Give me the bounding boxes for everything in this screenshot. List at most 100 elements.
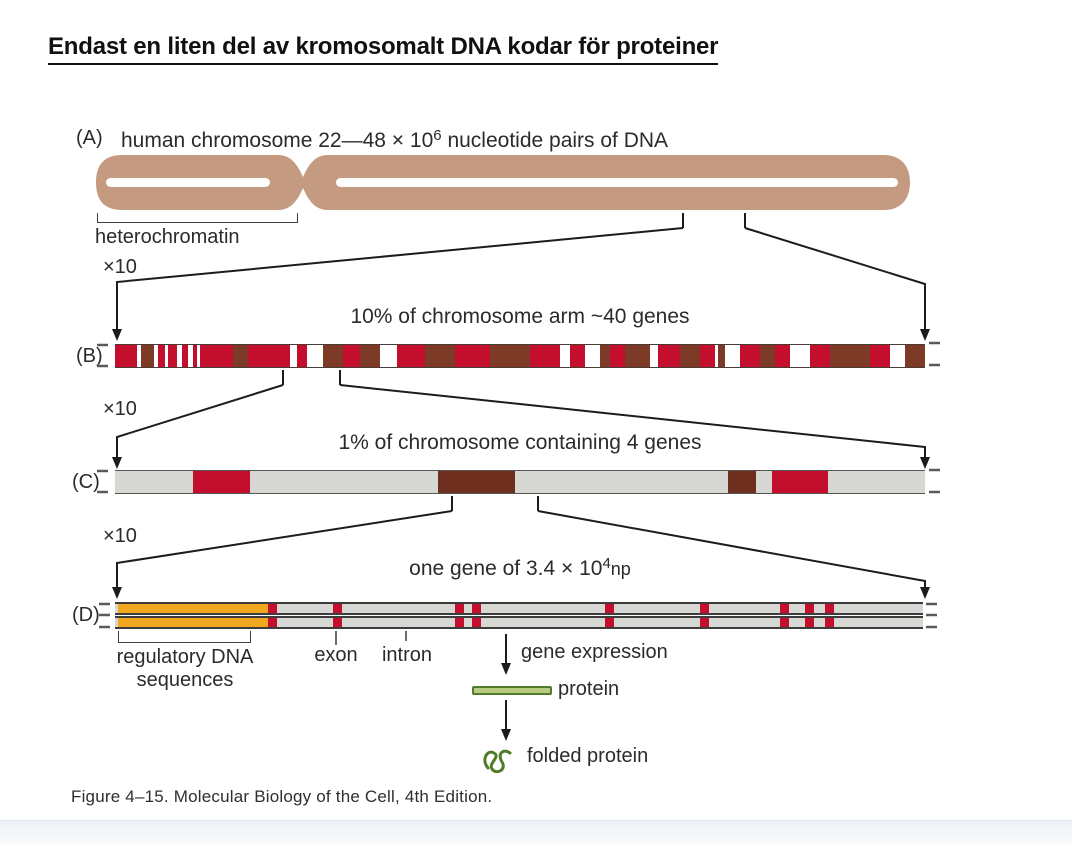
panel-b-label: (B) bbox=[76, 345, 103, 367]
band-segment bbox=[515, 471, 728, 493]
band-segment bbox=[455, 345, 490, 367]
band-segment bbox=[290, 345, 297, 367]
band-segment bbox=[570, 345, 585, 367]
panel-d-label: (D) bbox=[72, 604, 100, 626]
band-segment bbox=[233, 345, 248, 367]
regulatory-label-line2: sequences bbox=[136, 669, 234, 691]
band-segment bbox=[760, 345, 775, 367]
panel-c-title: 1% of chromosome containing 4 genes bbox=[338, 431, 702, 454]
exon-band bbox=[825, 604, 834, 613]
band-segment bbox=[905, 345, 925, 367]
band-segment bbox=[650, 345, 658, 367]
band-segment bbox=[600, 345, 610, 367]
exon-label: exon bbox=[314, 644, 358, 666]
band-segment bbox=[718, 345, 725, 367]
intron-label: intron bbox=[381, 644, 433, 666]
band-segment bbox=[168, 345, 177, 367]
band-segment bbox=[200, 345, 233, 367]
band-segment bbox=[890, 345, 905, 367]
band-segment bbox=[141, 345, 154, 367]
panel-a-label: (A) bbox=[76, 127, 103, 149]
band-segment bbox=[397, 345, 425, 367]
band-segment bbox=[343, 345, 360, 367]
panel-a-title: human chromosome 22—48 × 106 nucleotide … bbox=[121, 127, 668, 153]
band-segment bbox=[115, 471, 193, 493]
exon-band bbox=[268, 604, 277, 613]
band-segment bbox=[610, 345, 625, 367]
band-segment bbox=[728, 471, 756, 493]
gene-expression-label: gene expression bbox=[521, 641, 668, 663]
panel-a-title-exponent: 6 bbox=[433, 127, 442, 144]
exon-band bbox=[472, 618, 481, 627]
band-segment bbox=[380, 345, 397, 367]
arrow-down-icon bbox=[501, 663, 511, 741]
chromosome-arm-band-bar bbox=[115, 344, 925, 368]
band-segment bbox=[625, 345, 650, 367]
band-segment bbox=[870, 345, 890, 367]
band-segment bbox=[490, 345, 530, 367]
panel-a-title-pre: human chromosome 22—48 × 10 bbox=[121, 129, 434, 152]
folded-protein-icon bbox=[483, 749, 512, 774]
regulatory-label: regulatory DNA sequences bbox=[94, 646, 276, 692]
exon-band bbox=[780, 618, 789, 627]
exon-band bbox=[605, 618, 614, 627]
regulatory-label-line1: regulatory DNA bbox=[116, 646, 254, 668]
exon-band bbox=[780, 604, 789, 613]
band-segment bbox=[756, 471, 772, 493]
slide-edge-strip bbox=[0, 820, 1072, 844]
band-segment bbox=[158, 345, 165, 367]
regulatory-bracket bbox=[118, 631, 251, 643]
gene-strand-top bbox=[115, 602, 923, 615]
protein-bar bbox=[472, 686, 552, 695]
band-segment bbox=[425, 345, 455, 367]
band-segment bbox=[297, 345, 307, 367]
regulatory-dna-region bbox=[118, 618, 268, 627]
band-segment bbox=[680, 345, 700, 367]
band-segment bbox=[725, 345, 740, 367]
band-segment bbox=[740, 345, 760, 367]
band-segment bbox=[438, 471, 515, 493]
folded-protein-label: folded protein bbox=[527, 745, 649, 767]
exon-band bbox=[805, 618, 814, 627]
band-segment bbox=[828, 471, 925, 493]
chromosome-22-diagram bbox=[96, 155, 910, 210]
arrow-down-icon bbox=[112, 457, 930, 469]
band-segment bbox=[193, 471, 250, 493]
band-segment bbox=[248, 345, 290, 367]
exon-band bbox=[333, 618, 342, 627]
band-segment bbox=[810, 345, 830, 367]
heterochromatin-label: heterochromatin bbox=[95, 226, 240, 248]
band-segment bbox=[830, 345, 870, 367]
heterochromatin-bracket bbox=[97, 213, 298, 223]
band-segment bbox=[560, 345, 570, 367]
panel-d-title-exponent: 4 bbox=[602, 555, 611, 572]
slide-title: Endast en liten del av kromosomalt DNA k… bbox=[48, 33, 719, 65]
panel-c-label: (C) bbox=[72, 471, 100, 493]
panel-d-title-unit: np bbox=[610, 559, 631, 579]
chromosome-region-bar bbox=[115, 470, 925, 494]
panel-b-title: 10% of chromosome arm ~40 genes bbox=[350, 305, 690, 328]
band-segment bbox=[307, 345, 323, 367]
panel-d-title-pre: one gene of 3.4 × 10 bbox=[409, 557, 603, 580]
exon-band bbox=[455, 618, 464, 627]
exon-band bbox=[333, 604, 342, 613]
exon-band bbox=[455, 604, 464, 613]
band-segment bbox=[772, 471, 828, 493]
panel-d-title: one gene of 3.4 × 104np bbox=[115, 555, 925, 581]
gene-strand-bottom bbox=[115, 616, 923, 629]
exon-intron-ticks bbox=[335, 631, 407, 645]
exon-band bbox=[268, 618, 277, 627]
chromatid-gap-right bbox=[336, 178, 898, 187]
band-segment bbox=[115, 345, 137, 367]
protein-label: protein bbox=[558, 678, 620, 700]
exon-band bbox=[472, 604, 481, 613]
arrow-down-icon bbox=[112, 329, 930, 341]
exon-band bbox=[700, 604, 709, 613]
band-segment bbox=[775, 345, 790, 367]
band-segment bbox=[658, 345, 680, 367]
chromatid-gap-left bbox=[106, 178, 270, 187]
arrow-down-icon bbox=[112, 587, 930, 599]
band-segment bbox=[790, 345, 810, 367]
regulatory-dna-region bbox=[118, 604, 268, 613]
